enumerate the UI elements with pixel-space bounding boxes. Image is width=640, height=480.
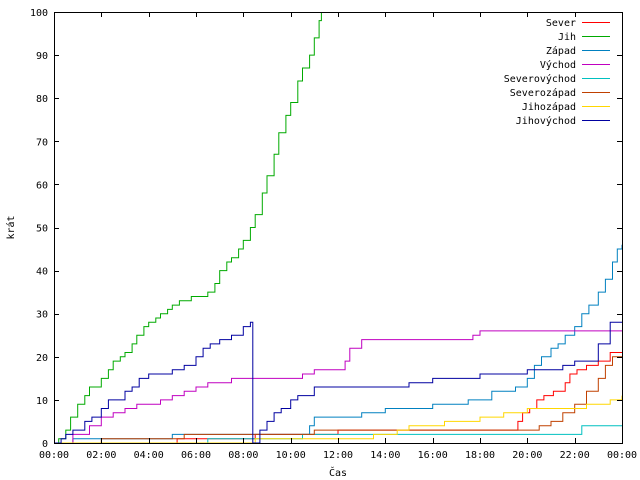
y-tick-label: 50 <box>36 224 48 235</box>
x-tick-label: 06:00 <box>181 450 211 461</box>
series-line-7 <box>54 395 623 444</box>
y-tick-label: 100 <box>30 8 48 19</box>
ticks-layer: 00:00 02:00 04:00 06:00 08:00 10:00 12:00 14:00… <box>30 8 637 461</box>
x-tick-label: 20:00 <box>512 450 542 461</box>
y-tick-label: 80 <box>36 94 48 105</box>
legend-label: Západ <box>546 45 576 57</box>
legend-label: Severozápad <box>510 87 576 99</box>
y-tick-label: 20 <box>36 353 48 364</box>
y-tick-label: 90 <box>36 51 48 62</box>
series-line-1 <box>54 352 622 444</box>
x-tick-label: 00:00 <box>607 450 637 461</box>
y-tick-label: 70 <box>36 137 48 148</box>
series-layer <box>54 12 623 444</box>
y-tick-label: 60 <box>36 180 48 191</box>
series-line-4 <box>54 330 622 444</box>
x-tick-label: 02:00 <box>86 450 116 461</box>
series-line-3 <box>54 244 623 444</box>
x-tick-label: 16:00 <box>418 450 448 461</box>
legend-label: Jihozápad <box>522 101 576 113</box>
x-tick-label: 18:00 <box>465 450 495 461</box>
y-axis-label: krát <box>5 215 17 239</box>
x-tick-label: 04:00 <box>134 450 164 461</box>
legend-label: Severovýchod <box>504 73 576 85</box>
series-line-2 <box>54 12 322 444</box>
x-tick-label: 12:00 <box>323 450 353 461</box>
legend-label: Jih <box>558 32 576 43</box>
x-axis-label: Čas <box>329 466 347 479</box>
legend: Sever Jih Západ Východ Severovýchod Severozáp… <box>504 18 610 127</box>
x-tick-label: 10:00 <box>276 450 306 461</box>
legend-label: Východ <box>540 59 576 71</box>
x-tick-label: 22:00 <box>560 450 590 461</box>
legend-label: Jihovýchod <box>516 115 576 127</box>
legend-label: Sever <box>546 18 576 29</box>
x-tick-label: 00:00 <box>39 450 69 461</box>
y-tick-label: 40 <box>36 267 48 278</box>
x-tick-label: 14:00 <box>370 450 400 461</box>
x-tick-label: 08:00 <box>228 450 258 461</box>
series-line-8 <box>54 321 622 444</box>
y-tick-label: 10 <box>36 396 48 407</box>
y-tick-label: 0 <box>42 439 48 450</box>
series-line-6 <box>54 356 622 444</box>
y-tick-label: 30 <box>36 310 48 321</box>
